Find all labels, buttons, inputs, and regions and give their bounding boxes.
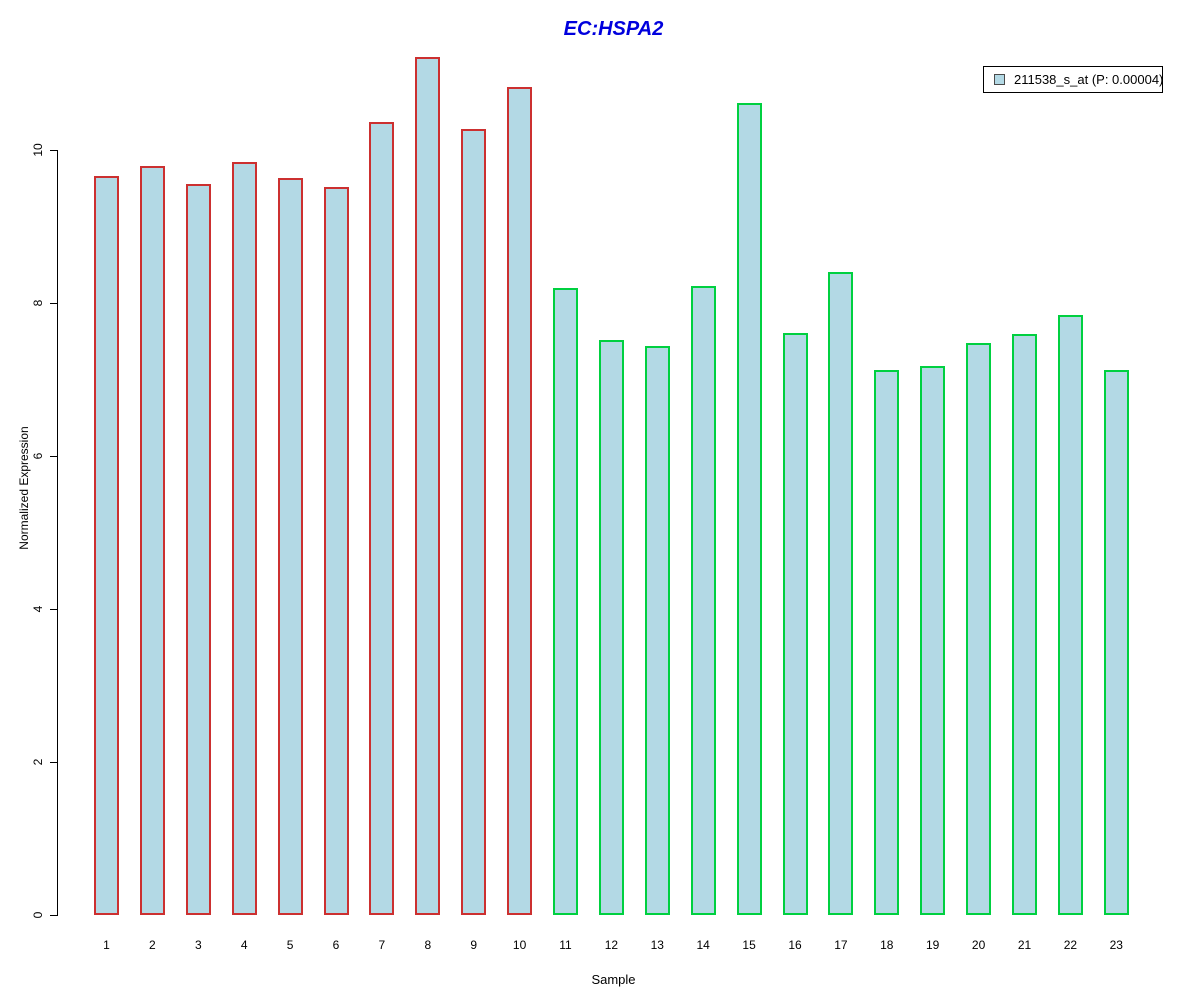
bar-sample-19 bbox=[920, 366, 946, 915]
x-tick-label-6: 6 bbox=[332, 938, 340, 952]
bar-sample-14 bbox=[690, 286, 716, 915]
legend: 211538_s_at (P: 0.00004) bbox=[983, 66, 1163, 93]
legend-label: 211538_s_at (P: 0.00004) bbox=[1014, 72, 1164, 87]
bar-sample-1 bbox=[94, 176, 119, 915]
x-tick-label-2: 2 bbox=[149, 938, 156, 952]
y-tick bbox=[50, 455, 57, 457]
x-tick-label-1: 1 bbox=[103, 938, 110, 952]
bar-sample-4 bbox=[231, 162, 257, 915]
legend-swatch-icon bbox=[994, 74, 1005, 85]
x-tick-label-9: 9 bbox=[470, 938, 478, 952]
bar-sample-23 bbox=[1103, 370, 1129, 915]
bar-sample-3 bbox=[185, 184, 211, 915]
y-tick-label-2: 2 bbox=[31, 758, 45, 766]
x-tick-label-23: 23 bbox=[1109, 938, 1123, 952]
x-tick-label-10: 10 bbox=[512, 938, 527, 952]
bar-sample-12 bbox=[598, 340, 624, 915]
x-tick-label-14: 14 bbox=[696, 938, 710, 952]
bar-sample-15 bbox=[736, 103, 762, 915]
x-tick-label-11: 11 bbox=[559, 938, 572, 952]
bar-sample-11 bbox=[553, 288, 578, 915]
x-tick-label-16: 16 bbox=[788, 938, 802, 952]
x-tick-label-4: 4 bbox=[240, 938, 248, 952]
y-tick bbox=[50, 149, 57, 151]
x-tick-label-12: 12 bbox=[604, 938, 619, 952]
bar-sample-17 bbox=[828, 271, 854, 915]
x-tick-label-3: 3 bbox=[194, 938, 202, 952]
y-axis-line bbox=[57, 150, 58, 916]
y-tick-label-6: 6 bbox=[31, 452, 45, 460]
x-tick-label-5: 5 bbox=[286, 938, 294, 952]
bar-sample-18 bbox=[874, 370, 900, 915]
y-tick bbox=[50, 761, 57, 763]
x-tick-label-8: 8 bbox=[424, 938, 432, 952]
x-tick-label-17: 17 bbox=[834, 938, 848, 952]
bar-sample-9 bbox=[461, 128, 487, 915]
x-tick-label-18: 18 bbox=[880, 938, 894, 952]
bar-sample-13 bbox=[644, 345, 670, 915]
bar-sample-7 bbox=[369, 121, 395, 915]
x-tick-label-7: 7 bbox=[378, 938, 386, 952]
bar-sample-22 bbox=[1057, 315, 1083, 915]
y-tick bbox=[50, 914, 57, 916]
bar-sample-6 bbox=[323, 187, 349, 915]
y-tick-label-10: 10 bbox=[31, 143, 45, 157]
x-tick-label-22: 22 bbox=[1063, 938, 1078, 952]
x-tick-label-15: 15 bbox=[742, 938, 756, 952]
y-tick-label-0: 0 bbox=[31, 911, 45, 919]
x-tick-label-13: 13 bbox=[650, 938, 664, 952]
bar-sample-5 bbox=[277, 178, 303, 915]
y-tick-label-4: 4 bbox=[31, 605, 45, 613]
y-tick-label-8: 8 bbox=[31, 299, 45, 307]
bar-sample-10 bbox=[507, 87, 533, 915]
bar-sample-21 bbox=[1012, 333, 1037, 915]
bar-sample-16 bbox=[782, 332, 808, 915]
x-axis-label: Sample bbox=[591, 972, 636, 987]
x-tick-label-19: 19 bbox=[926, 938, 940, 952]
y-tick bbox=[50, 302, 57, 304]
y-tick bbox=[50, 608, 57, 610]
x-tick-label-20: 20 bbox=[971, 938, 986, 952]
chart-title: EC:HSPA2 bbox=[563, 18, 664, 40]
bar-sample-20 bbox=[966, 342, 992, 915]
y-axis-label: Normalized Expression bbox=[17, 426, 31, 550]
bar-sample-2 bbox=[139, 166, 165, 915]
x-tick-label-21: 21 bbox=[1017, 938, 1032, 952]
bar-sample-8 bbox=[415, 57, 441, 915]
